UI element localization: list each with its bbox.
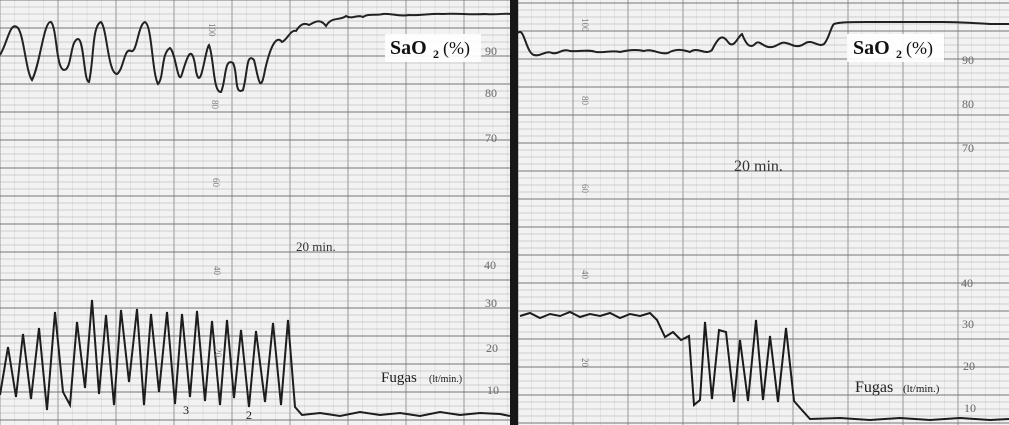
left-paper-20: 20 [213,348,223,358]
right-scale-40: 40 [961,276,973,290]
left-scale-90: 90 [485,44,497,58]
right-sao2-label: SaO [853,37,890,59]
right-panel-labels: SaO 2 (%) 20 min. Fugas (lt/min.) 90 80 … [580,18,976,415]
left-fugas-trace [0,299,511,418]
right-paper-40: 40 [580,270,590,280]
left-scale-70: 70 [485,131,497,145]
left-sao2-label-box [385,34,481,62]
left-sao2-unit: (%) [443,38,470,59]
left-paper-100: 100 [207,23,217,37]
left-paper-40: 40 [212,266,222,276]
right-paper-20: 20 [580,358,590,368]
right-sao2-label-box [847,34,944,62]
left-panel-labels: SaO 2 (%) 20 min. Fugas (lt/min.) 90 80 … [183,23,499,422]
right-paper-100: 100 [580,18,590,32]
right-fugas-label: Fugas [855,379,893,396]
left-sao2-subscript: 2 [433,47,439,61]
left-sao2-trace [0,12,511,93]
right-fugas-unit: (lt/min.) [903,383,940,395]
left-paper-60: 60 [211,178,221,188]
left-scale-30: 30 [485,296,497,310]
left-scale-10: 10 [487,383,499,397]
right-scale-10: 10 [964,401,976,415]
left-sao2-label: SaO [390,37,427,59]
left-time-scale: 20 min. [296,239,336,254]
left-fugas-label: Fugas [381,370,417,386]
center-divider [510,0,518,425]
left-paper-80: 80 [210,100,220,110]
right-fugas-trace [519,310,1009,422]
right-sao2-trace [517,20,1009,57]
right-sao2-unit: (%) [906,38,933,59]
right-sao2-subscript: 2 [896,47,902,61]
right-scale-20: 20 [963,359,975,373]
right-time-scale: 20 min. [734,158,783,175]
right-scale-30: 30 [962,317,974,331]
right-paper-80: 80 [580,96,590,106]
left-scale-20: 20 [486,341,498,355]
left-scale-40: 40 [484,258,496,272]
right-scale-90: 90 [962,53,974,67]
right-paper-60: 60 [580,184,590,194]
right-scale-80: 80 [962,97,974,111]
left-bottom-digit-2: 2 [246,408,252,422]
right-scale-70: 70 [962,141,974,155]
left-fugas-unit: (lt/min.) [429,374,462,385]
left-bottom-digit-3: 3 [183,403,189,417]
left-scale-80: 80 [485,86,497,100]
